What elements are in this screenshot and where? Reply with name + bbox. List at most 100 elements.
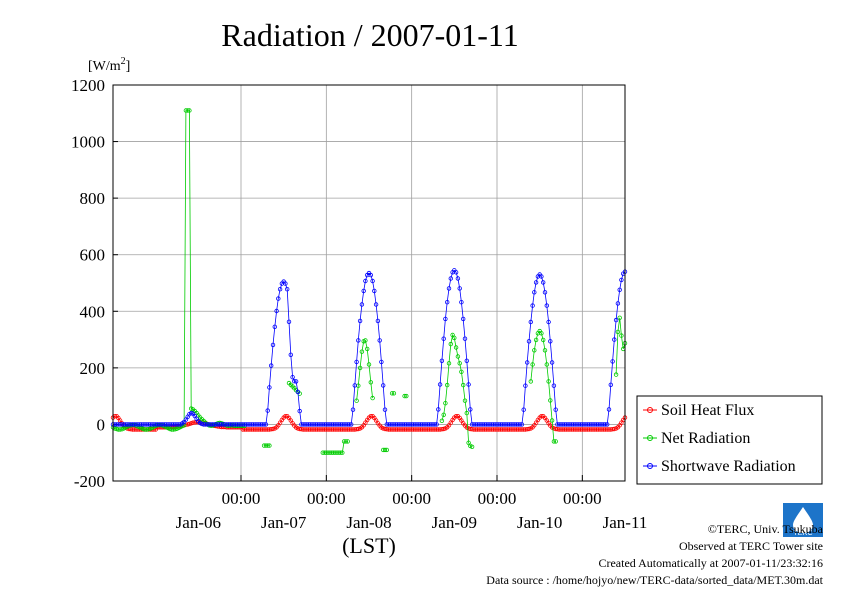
x-axis-label: (LST) <box>342 533 396 558</box>
data-point <box>468 407 473 412</box>
y-tick-label: 1000 <box>71 133 105 152</box>
data-point <box>350 407 356 412</box>
data-point <box>603 422 608 427</box>
series-line <box>615 317 626 375</box>
data-point <box>172 427 178 432</box>
footer-created: Created Automatically at 2007-01-11/23:3… <box>598 556 823 570</box>
x-tick-time-label: 00:00 <box>222 489 261 508</box>
series-line <box>356 339 373 401</box>
data-point <box>549 418 555 423</box>
data-point <box>461 316 466 322</box>
chart-title: Radiation / 2007-01-11 <box>221 17 518 53</box>
y-tick-label: 600 <box>80 246 106 265</box>
data-point <box>368 380 373 385</box>
data-point <box>443 316 448 322</box>
data-point <box>185 108 190 113</box>
data-point <box>446 361 452 366</box>
data-point <box>270 342 276 348</box>
data-point <box>461 382 466 388</box>
data-point <box>615 329 621 335</box>
y-tick-label: 200 <box>80 359 106 378</box>
data-point <box>349 422 354 427</box>
data-point <box>542 290 548 295</box>
data-point <box>530 362 535 367</box>
footer-source: Data source : /home/hojyo/new/TERC-data/… <box>486 573 823 587</box>
plot-area-frame <box>112 84 626 482</box>
data-point <box>267 443 272 448</box>
data-point <box>546 379 551 384</box>
data-point <box>288 352 293 357</box>
series-line <box>113 269 626 425</box>
data-point <box>293 379 299 384</box>
legend-label: Shortwave Radiation <box>661 458 796 475</box>
data-point <box>345 439 350 444</box>
data-point <box>551 439 557 444</box>
data-point <box>368 272 373 278</box>
data-point <box>391 391 397 396</box>
data-point <box>448 276 453 281</box>
x-tick-date-label: Jan-06 <box>176 513 221 532</box>
data-point <box>617 287 622 292</box>
data-point <box>187 108 192 113</box>
data-point <box>453 345 459 350</box>
data-point <box>372 288 377 294</box>
data-point <box>283 414 288 419</box>
x-tick-time-label: 00:00 <box>307 489 346 508</box>
data-point <box>375 318 381 324</box>
data-point <box>381 383 386 388</box>
y-tick-label: 1200 <box>71 76 105 95</box>
data-point <box>446 286 452 291</box>
series-shortwave-radiation <box>110 268 628 427</box>
data-point <box>544 303 549 308</box>
data-point <box>343 439 349 444</box>
data-point <box>541 337 546 343</box>
data-point <box>261 422 267 427</box>
data-point <box>517 422 523 427</box>
data-point <box>269 363 274 368</box>
data-point <box>519 422 525 427</box>
data-point <box>272 324 277 329</box>
data-point <box>544 362 549 367</box>
legend: Soil Heat Flux Net Radiation Shortwave Rad… <box>636 395 823 485</box>
y-tick-label: 0 <box>97 415 106 434</box>
x-tick-date-label: Jan-09 <box>432 513 477 532</box>
data-point <box>619 277 624 283</box>
series-line <box>441 333 473 448</box>
data-point <box>377 338 382 343</box>
data-point <box>532 290 537 295</box>
data-point <box>359 349 365 354</box>
data-point <box>608 382 613 387</box>
y-tick-label: -200 <box>74 472 105 491</box>
data-point <box>265 443 270 448</box>
data-point <box>542 348 548 353</box>
data-point <box>290 375 295 380</box>
data-point <box>277 287 283 292</box>
legend-label: Net Radiation <box>661 430 750 447</box>
data-point <box>292 379 297 384</box>
data-point <box>549 360 555 365</box>
data-point <box>402 393 407 399</box>
data-point <box>382 447 388 453</box>
data-point <box>457 361 462 366</box>
data-point <box>363 278 368 284</box>
terc-logo: TERC <box>783 503 823 537</box>
data-point <box>521 407 526 412</box>
data-point <box>441 336 446 341</box>
data-point <box>462 336 468 341</box>
data-point <box>619 333 624 338</box>
data-point <box>453 270 459 275</box>
data-point <box>352 383 357 388</box>
data-point <box>295 389 301 395</box>
data-point <box>267 385 272 390</box>
x-tick-date-label: Jan-07 <box>261 513 307 532</box>
data-point <box>404 393 409 399</box>
data-point <box>464 358 469 363</box>
data-point <box>605 422 610 427</box>
data-point <box>448 341 453 347</box>
water-drop-icon <box>793 507 813 533</box>
series-soil-heat-flux <box>110 414 628 432</box>
y-tick-label: 800 <box>80 189 106 208</box>
data-point <box>361 288 366 294</box>
data-point <box>553 439 558 444</box>
